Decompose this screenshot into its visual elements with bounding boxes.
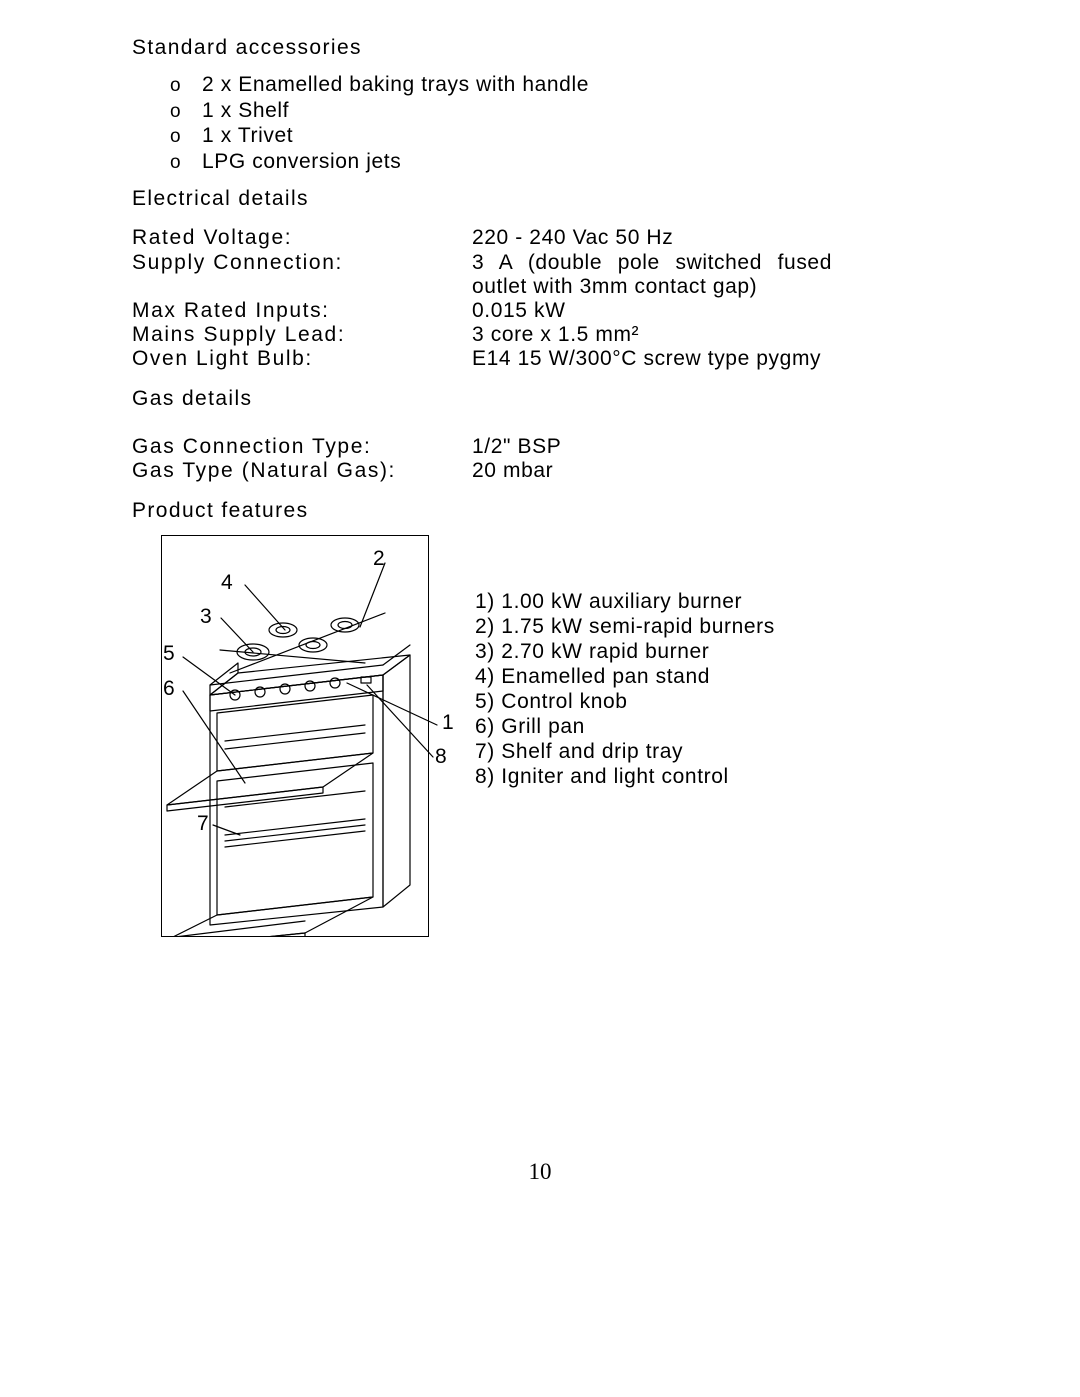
callout-5: 5 <box>163 642 175 666</box>
gas-title: Gas details <box>132 387 252 411</box>
spec-row: Max Rated Inputs: 0.015 kW <box>132 299 832 324</box>
list-item: 8) Igniter and light control <box>475 764 775 789</box>
spec-label: Mains Supply Lead: <box>132 323 472 348</box>
spec-value: E14 15 W/300°C screw type pygmy <box>472 347 832 372</box>
callout-7: 7 <box>197 812 209 836</box>
callout-3: 3 <box>200 605 212 629</box>
electrical-title: Electrical details <box>132 187 309 211</box>
spec-value: 3 A (double pole switched fused <box>472 251 832 276</box>
features-section: 1 2 3 4 5 6 7 8 1) 1.00 kW auxiliary bur… <box>135 535 775 937</box>
manual-page: Standard accessories o 2 x Enamelled bak… <box>0 0 1080 1397</box>
list-item-text: 2 x Enamelled baking trays with handle <box>202 73 589 98</box>
list-item-text: 1 x Trivet <box>202 124 293 149</box>
callout-6: 6 <box>163 677 175 701</box>
features-title: Product features <box>132 499 309 523</box>
list-item: 7) Shelf and drip tray <box>475 739 775 764</box>
list-item: o 1 x Shelf <box>170 99 589 125</box>
spec-value: 20 mbar <box>472 459 832 484</box>
list-item: 2) 1.75 kW semi-rapid burners <box>475 614 775 639</box>
callout-4: 4 <box>221 571 233 595</box>
list-item-text: LPG conversion jets <box>202 150 401 175</box>
spec-label: Gas Type (Natural Gas): <box>132 459 472 484</box>
list-item: 1) 1.00 kW auxiliary burner <box>475 589 775 614</box>
features-list: 1) 1.00 kW auxiliary burner 2) 1.75 kW s… <box>475 535 775 937</box>
spec-label: Oven Light Bulb: <box>132 347 472 372</box>
cooker-diagram: 1 2 3 4 5 6 7 8 <box>135 535 445 937</box>
list-item: 5) Control knob <box>475 689 775 714</box>
list-item: 6) Grill pan <box>475 714 775 739</box>
bullet-icon: o <box>170 125 202 150</box>
list-item: o LPG conversion jets <box>170 150 589 176</box>
callout-8: 8 <box>435 745 447 769</box>
spec-label: Supply Connection: <box>132 251 472 276</box>
spec-row: Rated Voltage: 220 - 240 Vac 50 Hz <box>132 226 832 251</box>
list-item: o 2 x Enamelled baking trays with handle <box>170 73 589 99</box>
callout-2: 2 <box>373 547 385 571</box>
spec-label: Rated Voltage: <box>132 226 472 251</box>
list-item: o 1 x Trivet <box>170 124 589 150</box>
list-item: 3) 2.70 kW rapid burner <box>475 639 775 664</box>
list-item: 4) Enamelled pan stand <box>475 664 775 689</box>
spec-label: Max Rated Inputs: <box>132 299 472 324</box>
bullet-icon: o <box>170 151 202 176</box>
accessories-title: Standard accessories <box>132 36 362 60</box>
spec-row: Supply Connection: 3 A (double pole swit… <box>132 251 832 276</box>
spec-row: Gas Connection Type: 1/2" BSP <box>132 435 832 460</box>
cooker-line-drawing-icon <box>135 535 445 937</box>
spec-row: Oven Light Bulb: E14 15 W/300°C screw ty… <box>132 347 832 372</box>
spec-value: 0.015 kW <box>472 299 832 324</box>
list-item-text: 1 x Shelf <box>202 99 289 124</box>
spec-value: 1/2" BSP <box>472 435 832 460</box>
spec-value: 220 - 240 Vac 50 Hz <box>472 226 832 251</box>
page-number: 10 <box>0 1159 1080 1185</box>
spec-row: Mains Supply Lead: 3 core x 1.5 mm² <box>132 323 832 348</box>
spec-value: 3 core x 1.5 mm² <box>472 323 832 348</box>
bullet-icon: o <box>170 100 202 125</box>
spec-label: Gas Connection Type: <box>132 435 472 460</box>
accessories-list: o 2 x Enamelled baking trays with handle… <box>170 73 589 175</box>
callout-1: 1 <box>442 711 454 735</box>
spec-row: Gas Type (Natural Gas): 20 mbar <box>132 459 832 484</box>
bullet-icon: o <box>170 74 202 99</box>
spec-value-cont: outlet with 3mm contact gap) <box>472 275 757 299</box>
